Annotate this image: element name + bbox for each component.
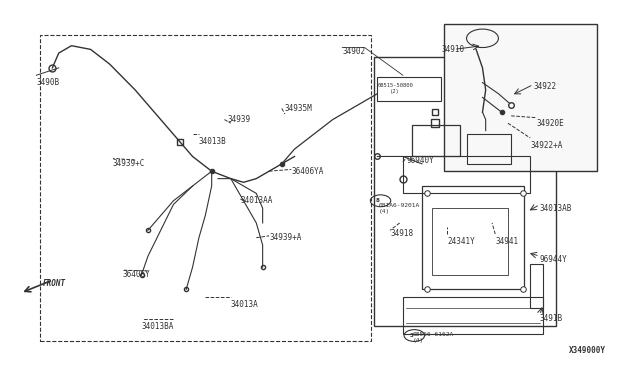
Text: 34910: 34910: [441, 45, 464, 54]
Text: 3491B: 3491B: [540, 314, 563, 323]
Text: 24341Y: 24341Y: [447, 237, 475, 246]
Text: 3: 3: [409, 333, 413, 338]
Text: 34013AA: 34013AA: [241, 196, 273, 205]
Text: 34939+A: 34939+A: [269, 233, 301, 242]
Text: 34920E: 34920E: [537, 119, 564, 128]
Text: 34013A: 34013A: [231, 300, 259, 309]
Text: 34918: 34918: [390, 230, 413, 238]
Text: 08566-6162A
(4): 08566-6162A (4): [412, 332, 454, 343]
Text: 34939+C: 34939+C: [113, 159, 145, 169]
Text: 34922: 34922: [534, 82, 557, 91]
Text: 34902: 34902: [342, 47, 365, 56]
Text: 36406YA: 36406YA: [291, 167, 324, 176]
Text: 34922+A: 34922+A: [531, 141, 563, 150]
FancyBboxPatch shape: [378, 77, 441, 101]
Text: 34935M: 34935M: [285, 104, 313, 113]
Text: FRONT: FRONT: [43, 279, 66, 288]
FancyBboxPatch shape: [444, 23, 597, 171]
Text: 5: 5: [390, 84, 394, 89]
Text: 34013B: 34013B: [199, 137, 227, 146]
Text: 34013BA: 34013BA: [141, 322, 174, 331]
Text: 96940Y: 96940Y: [406, 155, 434, 165]
Text: 3490B: 3490B: [36, 78, 60, 87]
Text: 96944Y: 96944Y: [540, 255, 568, 264]
Text: 8: 8: [376, 198, 380, 203]
Text: 08515-50800
(2): 08515-50800 (2): [378, 83, 413, 94]
Text: X349000Y: X349000Y: [568, 346, 605, 355]
Text: 34941: 34941: [495, 237, 518, 246]
Text: 34939: 34939: [228, 115, 251, 124]
Text: 08515-50800
(2): 08515-50800 (2): [395, 90, 436, 101]
Text: 34013AB: 34013AB: [540, 203, 572, 213]
Text: 08IA6-9201A
(4): 08IA6-9201A (4): [379, 203, 420, 214]
Text: 36406Y: 36406Y: [122, 270, 150, 279]
